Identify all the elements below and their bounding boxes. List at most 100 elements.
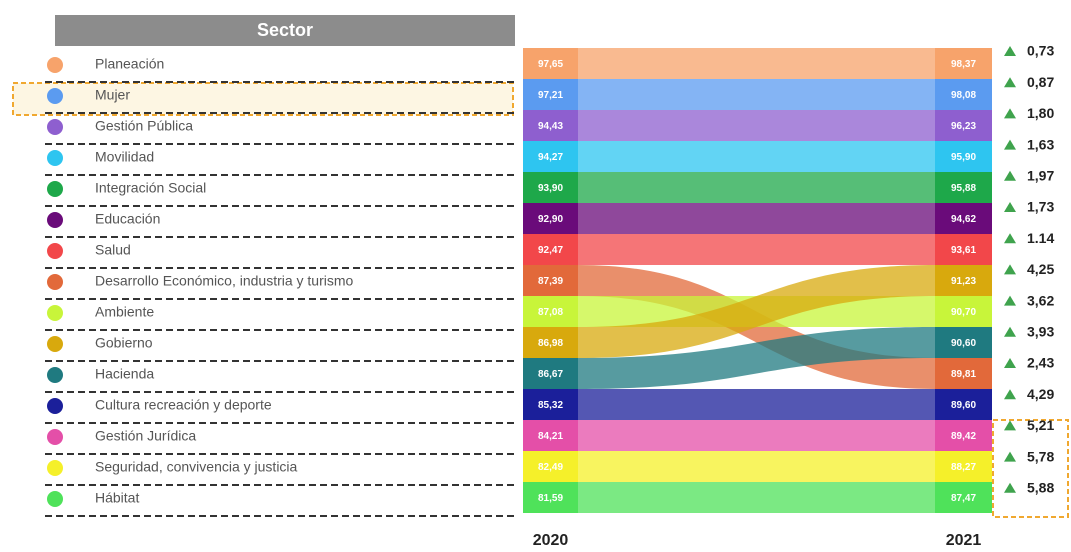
value-bar: [523, 358, 578, 389]
value-bar: [523, 141, 578, 172]
value-label: 84,21: [538, 431, 563, 442]
value-label: 89,60: [951, 400, 976, 411]
value-bar: [523, 451, 578, 482]
value-label: 86,98: [538, 338, 563, 349]
legend-label: Ambiente: [95, 304, 154, 320]
change-arrow: [1004, 482, 1016, 493]
legend-label: Salud: [95, 242, 131, 258]
value-label: 87,39: [538, 276, 563, 287]
change-label: 4,25: [1027, 261, 1054, 277]
change-label: 3,62: [1027, 292, 1054, 308]
change-highlight: [992, 419, 1069, 518]
change-arrow: [1004, 233, 1016, 244]
legend-dot: [47, 150, 63, 166]
legend-dot: [47, 429, 63, 445]
legend-dot: [47, 274, 63, 290]
legend-label: Cultura recreación y deporte: [95, 397, 272, 413]
value-label: 95,90: [951, 152, 976, 163]
legend-dot: [47, 305, 63, 321]
ribbon: [578, 48, 935, 79]
legend-dot: [47, 212, 63, 228]
change-label: 0,87: [1027, 74, 1054, 90]
value-bar: [935, 327, 992, 358]
legend-label: Desarrollo Económico, industria y turism…: [95, 273, 354, 289]
change-arrow: [1004, 139, 1016, 150]
value-label: 98,08: [951, 90, 976, 101]
value-label: 85,32: [538, 400, 563, 411]
ribbon: [578, 110, 935, 141]
change-label: 5,88: [1027, 480, 1054, 496]
value-bar: [523, 79, 578, 110]
value-bar: [935, 234, 992, 265]
change-arrow: [1004, 358, 1016, 368]
legend-label: Mujer: [95, 87, 130, 103]
legend-title: Sector: [257, 20, 313, 40]
value-bar: [935, 110, 992, 141]
value-label: 87,47: [951, 493, 976, 504]
value-bar: [523, 327, 578, 358]
value-label: 87,08: [538, 307, 563, 318]
value-bar: [523, 234, 578, 265]
value-label: 95,88: [951, 183, 976, 194]
x-tick-label: 2021: [946, 532, 982, 549]
ribbon: [578, 389, 935, 420]
change-label: 3,93: [1027, 324, 1054, 340]
change-arrow: [1004, 202, 1016, 212]
legend-label: Gestión Jurídica: [95, 428, 196, 444]
legend-dot: [47, 460, 63, 476]
change-label: 2,43: [1027, 355, 1054, 371]
legend-dot: [47, 243, 63, 259]
legend-label: Integración Social: [95, 180, 206, 196]
ribbon: [578, 265, 935, 358]
legend-dot: [47, 398, 63, 414]
ribbon: [578, 141, 935, 172]
value-label: 98,37: [951, 59, 976, 70]
value-bar: [935, 79, 992, 110]
value-label: 96,23: [951, 121, 976, 132]
value-label: 89,42: [951, 431, 976, 442]
change-arrow: [1004, 264, 1016, 275]
change-arrow: [1004, 46, 1016, 56]
value-bar: [935, 358, 992, 389]
value-bar: [523, 420, 578, 451]
value-label: 91,23: [951, 276, 976, 287]
change-label: 5,78: [1027, 448, 1054, 464]
ribbon: [578, 420, 935, 451]
legend-dot: [47, 181, 63, 197]
change-label: 1.14: [1027, 230, 1054, 246]
value-bar: [935, 48, 992, 79]
ribbon: [578, 172, 935, 203]
change-arrow: [1004, 420, 1016, 431]
ribbon: [578, 327, 935, 389]
value-bar: [935, 141, 992, 172]
legend-dot: [47, 367, 63, 383]
legend-label: Gestión Pública: [95, 118, 193, 134]
value-label: 81,59: [538, 493, 563, 504]
value-bar: [935, 482, 992, 513]
legend-dot: [47, 88, 63, 104]
value-bar: [935, 172, 992, 203]
value-label: 92,47: [538, 245, 563, 256]
ribbon: [578, 234, 935, 265]
value-bar: [935, 203, 992, 234]
value-bar: [523, 110, 578, 141]
value-bar: [935, 389, 992, 420]
value-label: 86,67: [538, 369, 563, 380]
value-label: 92,90: [538, 214, 563, 225]
value-bar: [935, 420, 992, 451]
legend-label: Seguridad, convivencia y justicia: [95, 459, 298, 475]
legend-label: Gobierno: [95, 335, 153, 351]
x-tick-label: 2020: [533, 532, 569, 549]
legend-label: Hacienda: [95, 366, 154, 382]
ribbon: [578, 203, 935, 234]
value-label: 97,65: [538, 59, 563, 70]
value-bar: [523, 482, 578, 513]
legend-header: [55, 15, 515, 46]
legend-dot: [47, 491, 63, 507]
value-bar: [523, 389, 578, 420]
legend-label: Hábitat: [95, 490, 139, 506]
change-label: 1,97: [1027, 168, 1054, 184]
change-arrow: [1004, 326, 1016, 337]
value-bar: [523, 265, 578, 296]
